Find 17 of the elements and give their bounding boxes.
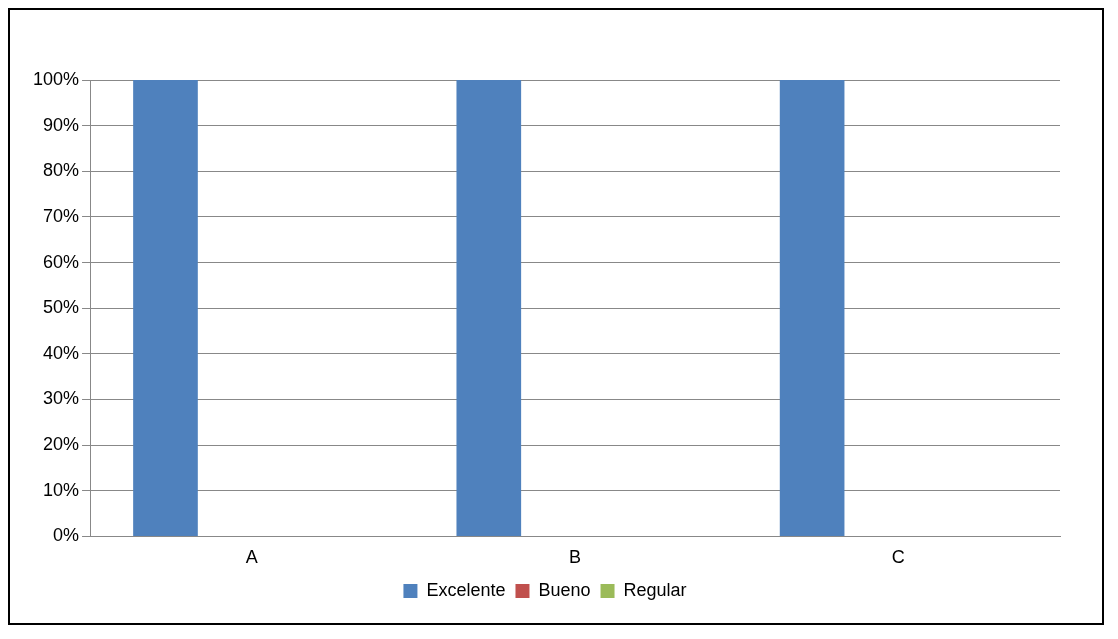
y-tick-label: 80% <box>43 160 80 181</box>
y-tick-label: 70% <box>43 205 80 226</box>
legend-label: Bueno <box>538 579 591 600</box>
x-tick-label: A <box>245 547 258 568</box>
y-tick-label: 10% <box>43 479 80 500</box>
x-tick-label: B <box>569 547 582 568</box>
legend-label: Regular <box>623 579 687 600</box>
y-tick-label: 0% <box>53 525 80 546</box>
y-tick-label: 50% <box>43 297 80 318</box>
x-tick-label: C <box>891 547 905 568</box>
y-tick-label: 100% <box>32 68 80 89</box>
y-tick-label: 90% <box>43 114 80 135</box>
y-tick-label: 40% <box>43 342 80 363</box>
legend-label: Excelente <box>426 579 506 600</box>
y-tick-label: 30% <box>43 388 80 409</box>
y-tick-label: 60% <box>43 251 80 272</box>
y-tick-label: 20% <box>43 434 80 455</box>
